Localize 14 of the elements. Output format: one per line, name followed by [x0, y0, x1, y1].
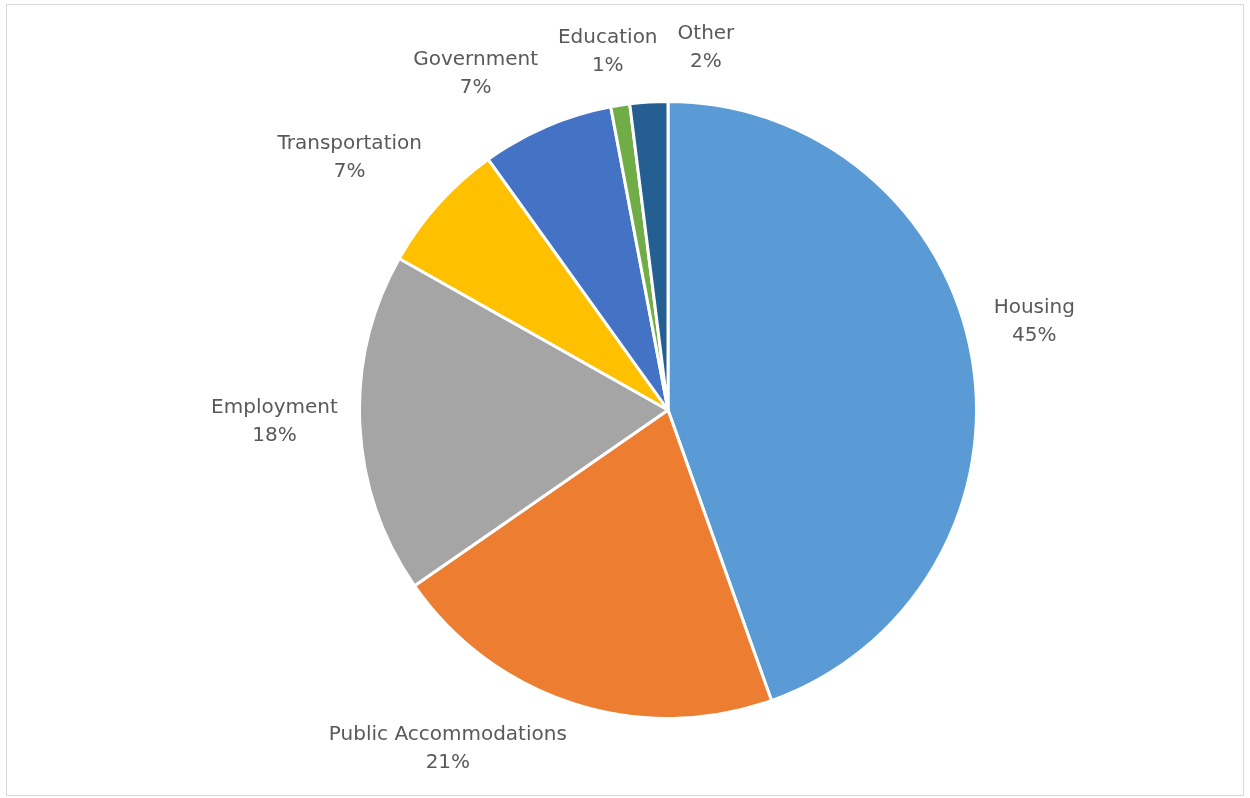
slice-label: Government — [413, 46, 539, 71]
data-label: 2% — [690, 48, 722, 73]
data-label: 7% — [333, 157, 366, 182]
slice-label: Employment — [211, 393, 339, 418]
slice-label: Education — [557, 23, 658, 48]
slice-label: Transportation — [276, 129, 422, 154]
slice-label: Public Accommodations — [328, 720, 567, 745]
data-label: 1% — [591, 51, 624, 76]
data-label: 7% — [459, 74, 492, 99]
slice-label: Housing — [993, 293, 1075, 318]
slice-label: Other — [677, 20, 736, 45]
data-label: 45% — [1012, 321, 1057, 346]
data-label: 18% — [252, 421, 297, 446]
data-label: 21% — [425, 748, 471, 773]
